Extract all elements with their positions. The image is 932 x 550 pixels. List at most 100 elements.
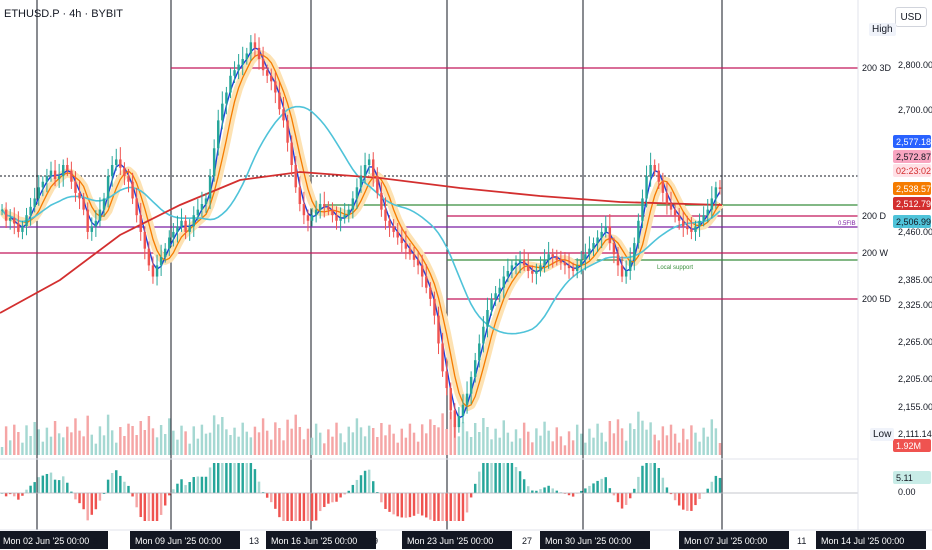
candle-body[interactable]: [115, 159, 118, 165]
candle-body[interactable]: [404, 243, 408, 249]
candle-body[interactable]: [135, 198, 138, 216]
candle-body[interactable]: [106, 176, 110, 199]
candle-body[interactable]: [628, 259, 632, 271]
candle-body[interactable]: [543, 259, 546, 266]
candle-body[interactable]: [718, 187, 722, 189]
candle-body[interactable]: [437, 315, 440, 344]
candle-body[interactable]: [66, 165, 69, 171]
time-label[interactable]: 3: [640, 536, 645, 546]
candle-body[interactable]: [641, 198, 644, 221]
candle-body[interactable]: [494, 293, 497, 299]
time-label[interactable]: 13: [249, 536, 259, 546]
candle-body[interactable]: [196, 209, 200, 216]
candle-body[interactable]: [90, 226, 94, 232]
candle-body[interactable]: [620, 265, 624, 277]
candle-body[interactable]: [127, 176, 130, 182]
candle-body[interactable]: [290, 142, 293, 165]
candle-body[interactable]: [392, 226, 395, 232]
candle-body[interactable]: [339, 217, 342, 221]
candle-body[interactable]: [298, 187, 302, 205]
candle-body[interactable]: [335, 215, 338, 221]
candle-body[interactable]: [17, 223, 20, 232]
candle-body[interactable]: [563, 262, 567, 266]
candle-body[interactable]: [57, 176, 61, 179]
candle-body[interactable]: [527, 265, 530, 271]
time-label[interactable]: Mon 14 Jul '25 00:00: [821, 536, 904, 546]
candle-body[interactable]: [176, 226, 179, 232]
candle-body[interactable]: [612, 243, 616, 255]
candle-body[interactable]: [461, 404, 465, 416]
candle-body[interactable]: [698, 220, 701, 227]
candle-body[interactable]: [74, 181, 77, 193]
candle-body[interactable]: [425, 276, 428, 288]
candle-body[interactable]: [274, 81, 277, 93]
candle-body[interactable]: [580, 259, 583, 266]
candle-body[interactable]: [567, 265, 571, 269]
candle-body[interactable]: [192, 215, 195, 227]
candle-body[interactable]: [37, 187, 40, 199]
candle-body[interactable]: [229, 75, 232, 93]
candle-body[interactable]: [13, 217, 16, 224]
candle-body[interactable]: [212, 148, 216, 177]
candle-body[interactable]: [270, 75, 273, 82]
candle-body[interactable]: [592, 243, 595, 249]
candle-body[interactable]: [637, 220, 640, 244]
candle-body[interactable]: [482, 326, 485, 344]
candle-body[interactable]: [4, 209, 8, 221]
candle-body[interactable]: [608, 226, 612, 244]
candle-body[interactable]: [677, 215, 681, 221]
candle-body[interactable]: [257, 47, 261, 60]
candle-body[interactable]: [151, 265, 155, 277]
candle-body[interactable]: [41, 181, 45, 188]
candle-body[interactable]: [98, 209, 102, 221]
candle-body[interactable]: [535, 270, 538, 274]
candle-body[interactable]: [29, 206, 32, 216]
candle-body[interactable]: [143, 231, 147, 249]
time-label[interactable]: Mon 07 Jul '25 00:00: [684, 536, 767, 546]
candle-body[interactable]: [168, 237, 171, 249]
candle-body[interactable]: [367, 159, 371, 165]
candle-body[interactable]: [323, 204, 326, 207]
candle-body[interactable]: [310, 215, 314, 221]
candle-body[interactable]: [673, 209, 677, 216]
candle-body[interactable]: [94, 220, 98, 227]
currency-button[interactable]: USD: [895, 7, 927, 27]
candle-body[interactable]: [408, 248, 412, 255]
candle-body[interactable]: [351, 198, 355, 210]
candle-body[interactable]: [514, 262, 518, 266]
candle-body[interactable]: [82, 198, 85, 210]
candle-body[interactable]: [306, 215, 310, 221]
candle-body[interactable]: [372, 159, 375, 177]
candle-body[interactable]: [110, 165, 114, 177]
candle-body[interactable]: [331, 209, 334, 216]
candle-body[interactable]: [690, 229, 693, 232]
candle-body[interactable]: [653, 165, 656, 171]
candle-body[interactable]: [233, 70, 236, 76]
candle-body[interactable]: [286, 120, 289, 143]
time-label[interactable]: Mon 16 Jun '25 00:00: [271, 536, 357, 546]
candle-body[interactable]: [400, 237, 404, 244]
candle-body[interactable]: [669, 204, 673, 210]
symbol-title[interactable]: ETHUSD.P · 4h · BYBIT: [4, 8, 123, 20]
candle-body[interactable]: [547, 254, 550, 260]
time-label[interactable]: 27: [522, 536, 532, 546]
candle-body[interactable]: [596, 237, 599, 244]
candle-body[interactable]: [584, 254, 587, 260]
candle-body[interactable]: [649, 165, 652, 177]
candle-body[interactable]: [265, 70, 269, 76]
candle-body[interactable]: [420, 265, 424, 277]
candle-body[interactable]: [155, 265, 159, 277]
candle-body[interactable]: [188, 226, 191, 232]
candle-body[interactable]: [506, 270, 510, 277]
candle-body[interactable]: [123, 167, 126, 177]
candle-body[interactable]: [429, 287, 432, 299]
candle-body[interactable]: [237, 64, 240, 71]
candle-body[interactable]: [159, 257, 163, 266]
candle-body[interactable]: [180, 220, 183, 227]
candle-body[interactable]: [225, 92, 228, 104]
candle-body[interactable]: [445, 371, 448, 389]
candle-body[interactable]: [119, 159, 122, 168]
candle-body[interactable]: [624, 270, 628, 277]
candle-body[interactable]: [388, 220, 391, 227]
